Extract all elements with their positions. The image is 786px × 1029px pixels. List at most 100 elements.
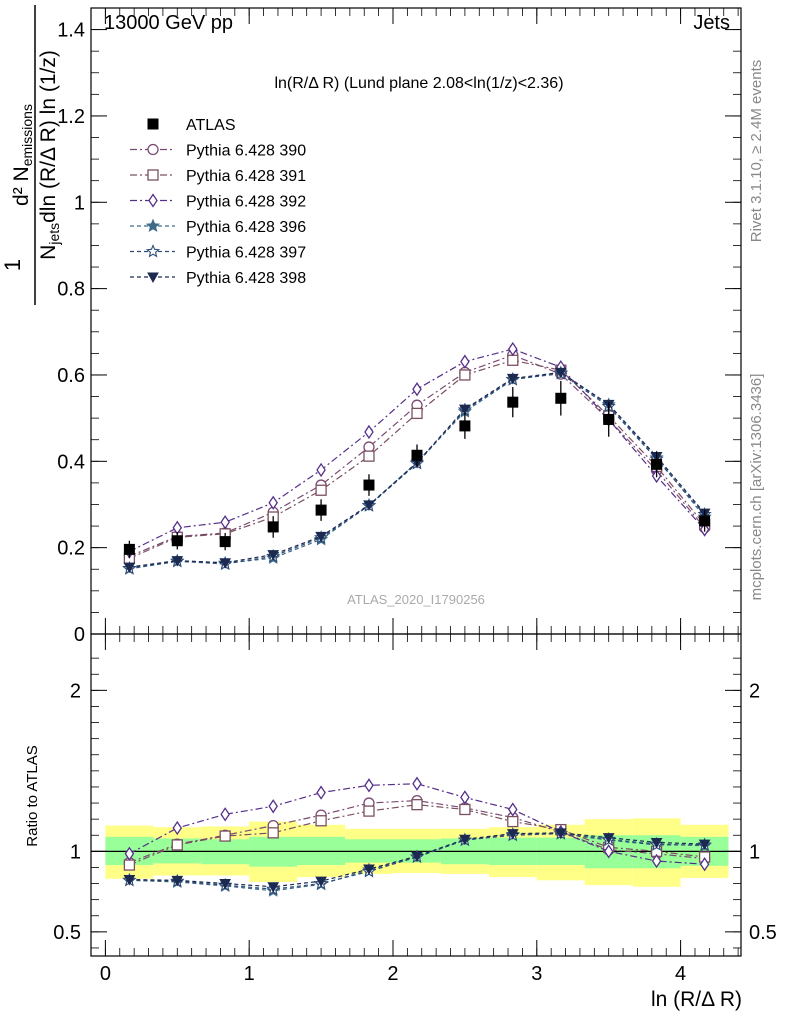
series-2-point: [315, 484, 327, 496]
ratio-series-3-point: [507, 802, 518, 817]
ratio-series-3-point: [172, 820, 183, 836]
header-left: 13000 GeV pp: [104, 12, 233, 34]
y-tick-label-ratio-right: 2: [749, 680, 760, 702]
y-axis-label-ratio: Ratio to ATLAS: [24, 745, 41, 846]
x-tick-label: 1: [244, 963, 255, 985]
legend-marker-1: [147, 143, 159, 156]
legend-label-6: Pythia 6.428 398: [186, 270, 306, 287]
data-point: [315, 504, 327, 516]
data-point: [267, 521, 279, 533]
x-tick-label: 2: [387, 963, 398, 985]
ratio-series-6-point: [219, 879, 232, 890]
series-6-point: [171, 556, 184, 567]
y-tick-label-ratio: 0.5: [53, 922, 81, 944]
data-point: [411, 449, 423, 461]
data-point: [699, 515, 711, 527]
data-point: [459, 420, 471, 432]
ratio-series-3-point: [699, 857, 710, 872]
series-3-point: [412, 382, 422, 397]
ratio-series-3-point: [460, 790, 470, 805]
y-tick-label-ratio: 1: [70, 841, 81, 863]
series-6-point: [363, 500, 375, 511]
y-tick-label-ratio: 2: [70, 680, 81, 702]
series-6-point: [459, 404, 471, 416]
ratio-series-6-point: [554, 828, 567, 839]
ratio-series-6-point: [363, 864, 375, 876]
ratio-series-3-point: [603, 844, 614, 859]
legend-label-data: ATLAS: [186, 117, 236, 134]
data-point: [219, 536, 231, 548]
data-point: [363, 479, 375, 491]
legend-marker-3: [148, 193, 158, 208]
series-2-point: [411, 407, 423, 420]
y-label-denominator-rest: dln (R/Δ R) ln (1/z): [37, 50, 60, 223]
legend-marker-data: [147, 118, 159, 130]
ratio-series-2-point: [411, 799, 423, 811]
series-3-point: [507, 341, 518, 357]
y-axis-label-one: 1: [0, 259, 25, 271]
legend-label-4: Pythia 6.428 396: [186, 219, 306, 236]
mcplots-label: mcplots.cern.ch [arXiv:1306.3436]: [748, 374, 765, 601]
ratio-series-6-point: [459, 834, 471, 846]
ratio-series-6-point: [123, 875, 136, 886]
y-label-numerator-sub: emissions: [19, 104, 35, 166]
y-axis-label-main: d² Nemissions Njetsdln (R/Δ R) ln (1/z): [10, 5, 62, 305]
legend-label-2: Pythia 6.428 391: [186, 168, 306, 185]
ratio-series-2-point: [123, 859, 136, 871]
y-label-numerator: d² N: [10, 166, 33, 206]
series-6-point: [315, 531, 327, 543]
data-point: [123, 543, 135, 555]
y-label-one: 1: [0, 259, 25, 271]
x-tick-label: 3: [531, 963, 542, 985]
series-6-point: [506, 373, 519, 385]
data-point: [603, 413, 615, 425]
ratio-series-6-point: [698, 839, 711, 851]
y-tick-label-main: 1: [74, 192, 85, 214]
data-point: [555, 392, 567, 404]
y-tick-label-main: 0.2: [57, 538, 85, 560]
y-tick-label-main: 0: [74, 624, 85, 646]
series-3-point: [268, 495, 278, 510]
y-tick-label-main: 1.2: [57, 106, 85, 128]
legend-marker-6: [147, 272, 159, 284]
y-tick-label-main: 0.8: [57, 279, 85, 301]
ratio-series-3-point: [651, 853, 662, 869]
series-2-point: [459, 369, 471, 381]
series-6-point: [554, 367, 567, 379]
ratio-series-3-point: [124, 846, 135, 861]
y-label-denominator: N: [37, 245, 60, 260]
y-tick-label-ratio-right: 1: [749, 841, 760, 863]
svg-text:d² Nemissions: d² Nemissions: [10, 104, 35, 206]
data-point: [171, 535, 183, 547]
ratio-series-6-point: [171, 875, 184, 887]
ratio-series-6-point: [602, 833, 615, 844]
series-6-point: [219, 558, 232, 569]
data-point: [507, 396, 519, 408]
y-tick-label-main: 1.4: [57, 20, 85, 42]
series-6-point: [267, 550, 280, 561]
legend-marker-4: [145, 218, 161, 233]
legend-label-5: Pythia 6.428 397: [186, 245, 306, 262]
legend-label-1: Pythia 6.428 390: [186, 143, 306, 160]
ratio-series-2-point: [267, 827, 279, 839]
ratio-series-6-point: [267, 882, 280, 893]
ratio-series-3-point: [268, 799, 278, 814]
series-2-point: [507, 354, 519, 366]
ratio-series-2-point: [363, 805, 375, 817]
series-6-point: [123, 562, 136, 574]
legend: ATLAS Pythia 6.428 390 Pythia 6.428 391 Pyt…: [130, 117, 306, 287]
ratio-series-2-point: [171, 839, 183, 851]
ratio-series-6-point: [315, 876, 327, 888]
main-panel: 0 0.2 0.4 0.6 0.8 1 1.2 1.4: [57, 7, 742, 646]
ratio-series-2-point: [315, 815, 327, 827]
header-right: Jets: [693, 12, 730, 34]
legend-marker-5: [145, 244, 161, 258]
ratio-series-3-point: [364, 778, 374, 793]
legend-marker-2: [147, 169, 159, 181]
legend-label-3: Pythia 6.428 392: [186, 194, 306, 211]
watermark: ATLAS_2020_I1790256: [347, 592, 485, 607]
ratio-series-6-point: [506, 829, 519, 840]
ratio-frame: [90, 633, 742, 957]
ratio-series-3-point: [220, 807, 230, 822]
